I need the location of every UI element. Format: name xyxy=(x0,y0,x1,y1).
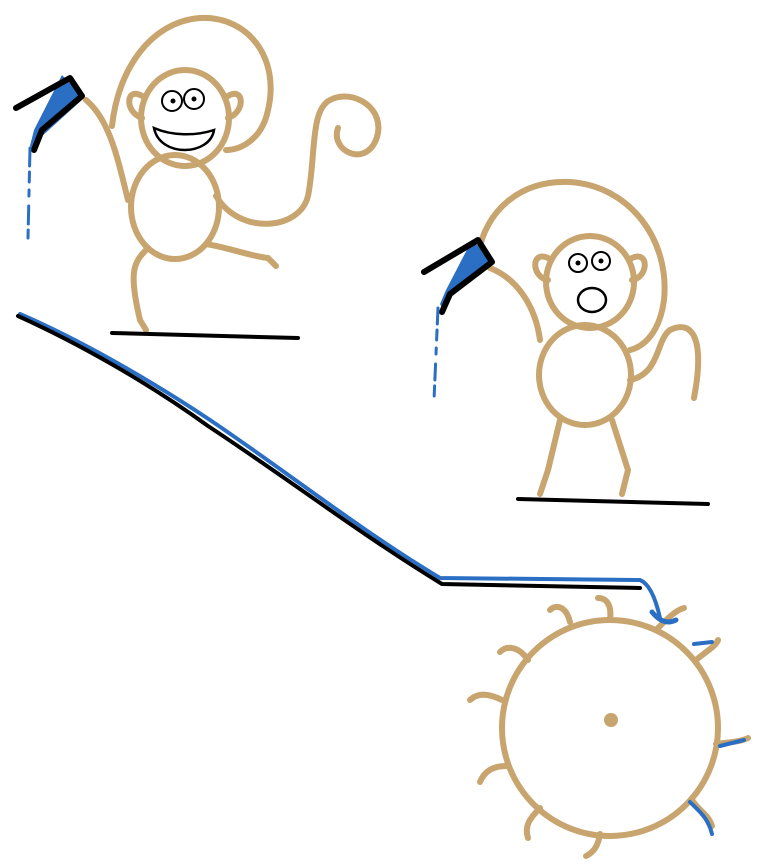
ramp-line xyxy=(16,314,642,590)
surprised-monkey-arm-raised xyxy=(475,178,668,353)
happy-monkey-ear-left xyxy=(126,90,145,121)
surprised-monkey-body xyxy=(536,322,634,428)
water-wheel-hub xyxy=(604,713,618,727)
surprised-monkey-leg-right xyxy=(609,417,631,497)
paddle-water xyxy=(688,800,714,836)
ramp-with-water xyxy=(16,312,662,620)
water-wheel-rim xyxy=(499,617,721,839)
surprised-monkey-tail xyxy=(627,324,702,401)
surprised-monkey-arm-left xyxy=(487,265,543,343)
happy-monkey-leg-right xyxy=(203,241,279,269)
wheel-paddle xyxy=(653,605,687,633)
ramp-water-stream xyxy=(18,312,662,620)
wheel-paddle xyxy=(523,805,543,841)
water-drip-2 xyxy=(432,306,440,402)
surprised-monkey-head xyxy=(543,233,637,331)
surprised-monkey-leg-left xyxy=(537,417,563,497)
surprised-monkey xyxy=(421,178,710,506)
water-wheel xyxy=(467,595,751,859)
happy-monkey-ear-right xyxy=(225,90,244,121)
wheel-paddle xyxy=(583,831,603,859)
wheel-paddle xyxy=(477,763,509,785)
surprised-monkey-ear-right xyxy=(629,253,648,283)
wheel-paddle xyxy=(595,595,614,623)
water-drip-1 xyxy=(26,146,32,240)
happy-monkey-mouth xyxy=(152,125,216,152)
happy-monkey-body xyxy=(128,152,222,262)
happy-monkey-arm-raised xyxy=(109,14,274,153)
wheel-paddle xyxy=(547,603,573,625)
happy-monkey-arm-left xyxy=(83,97,131,203)
paddle-water xyxy=(718,738,746,748)
happy-monkey-head xyxy=(138,67,232,169)
pitcher-1-outline xyxy=(13,75,85,153)
pitcher-2-outline xyxy=(421,237,495,315)
surprised-monkey-mouth xyxy=(576,286,608,314)
paddle-water xyxy=(649,609,679,625)
ground-line-1 xyxy=(110,331,300,340)
wheel-paddle xyxy=(693,637,721,663)
water-pitcher-1 xyxy=(13,75,85,153)
surprised-monkey-ear-left xyxy=(532,253,551,283)
happy-monkey-leg-left xyxy=(130,245,151,333)
ground-line-2 xyxy=(516,497,710,506)
happy-monkey xyxy=(13,14,382,340)
wheel-paddle xyxy=(497,644,531,663)
water-pitcher-2 xyxy=(421,237,495,315)
happy-monkey-tail xyxy=(213,93,382,227)
wheel-paddle xyxy=(467,691,505,703)
paddle-water xyxy=(692,640,714,646)
